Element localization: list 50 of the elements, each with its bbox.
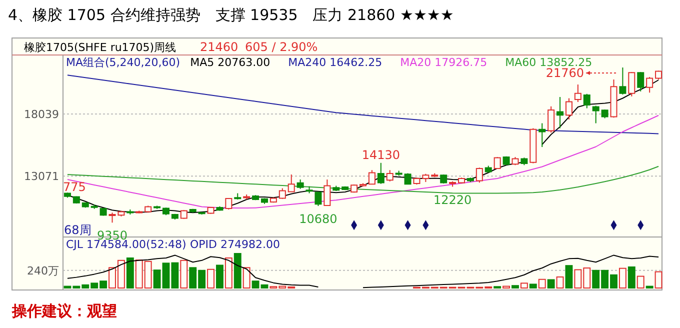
candlestick [314,192,322,206]
bar [628,266,636,288]
candlestick [538,122,546,148]
bar [216,264,224,288]
ref-line-label: 240万 [27,264,59,278]
candlestick [637,72,644,92]
annotation: 14130 [362,148,400,162]
bar [565,265,573,288]
candlestick [628,72,636,97]
candlestick [556,96,564,129]
annotation: 12220 [433,192,472,207]
candlestick [324,179,331,206]
y-tick-label: 18039 [24,108,59,122]
candlestick [646,76,654,94]
candlestick [494,156,501,170]
candlestick [278,188,286,200]
text: MA5 20763.00 [190,56,270,69]
candlestick [583,93,590,109]
text: MA60 13852.25 [505,56,592,69]
chart-title: 4、橡胶 1705 合约维持强势 支撑 19535 压力 21860 ★★★★ [8,6,454,24]
candlestick [368,170,376,185]
bar [529,284,537,288]
chart-subtitle: 橡胶1705(SHFE ru1705)周线 [24,41,176,54]
bar [512,285,519,288]
candlestick [386,170,394,182]
candlestick [377,162,384,184]
annotation: 21760 [546,66,584,80]
legend-title: MA组合(5,240,20,60) [66,56,180,69]
text: MA20 17926.75 [400,56,488,69]
bar [234,253,242,288]
candlestick [288,174,295,192]
candlestick [565,98,572,120]
text: 605 / 2.90% [245,40,318,54]
text: MA240 16462.25 [288,56,382,69]
text: 21460 [200,40,238,54]
text: OPID 274982.00 [190,238,280,251]
candlestick [548,106,555,134]
candlestick [619,67,626,95]
y-tick-label: 13071 [24,170,59,184]
text: 操作建议：观望 [11,302,117,320]
candlestick [296,179,304,190]
candlestick [592,105,600,124]
bar [547,279,555,288]
candlestick [225,198,232,210]
annotation: 10680 [299,212,338,226]
candlestick [574,84,582,102]
candlestick [476,167,483,184]
annotation: 68周 [64,223,92,237]
annotation: 775 [63,180,86,194]
bar [126,257,134,288]
